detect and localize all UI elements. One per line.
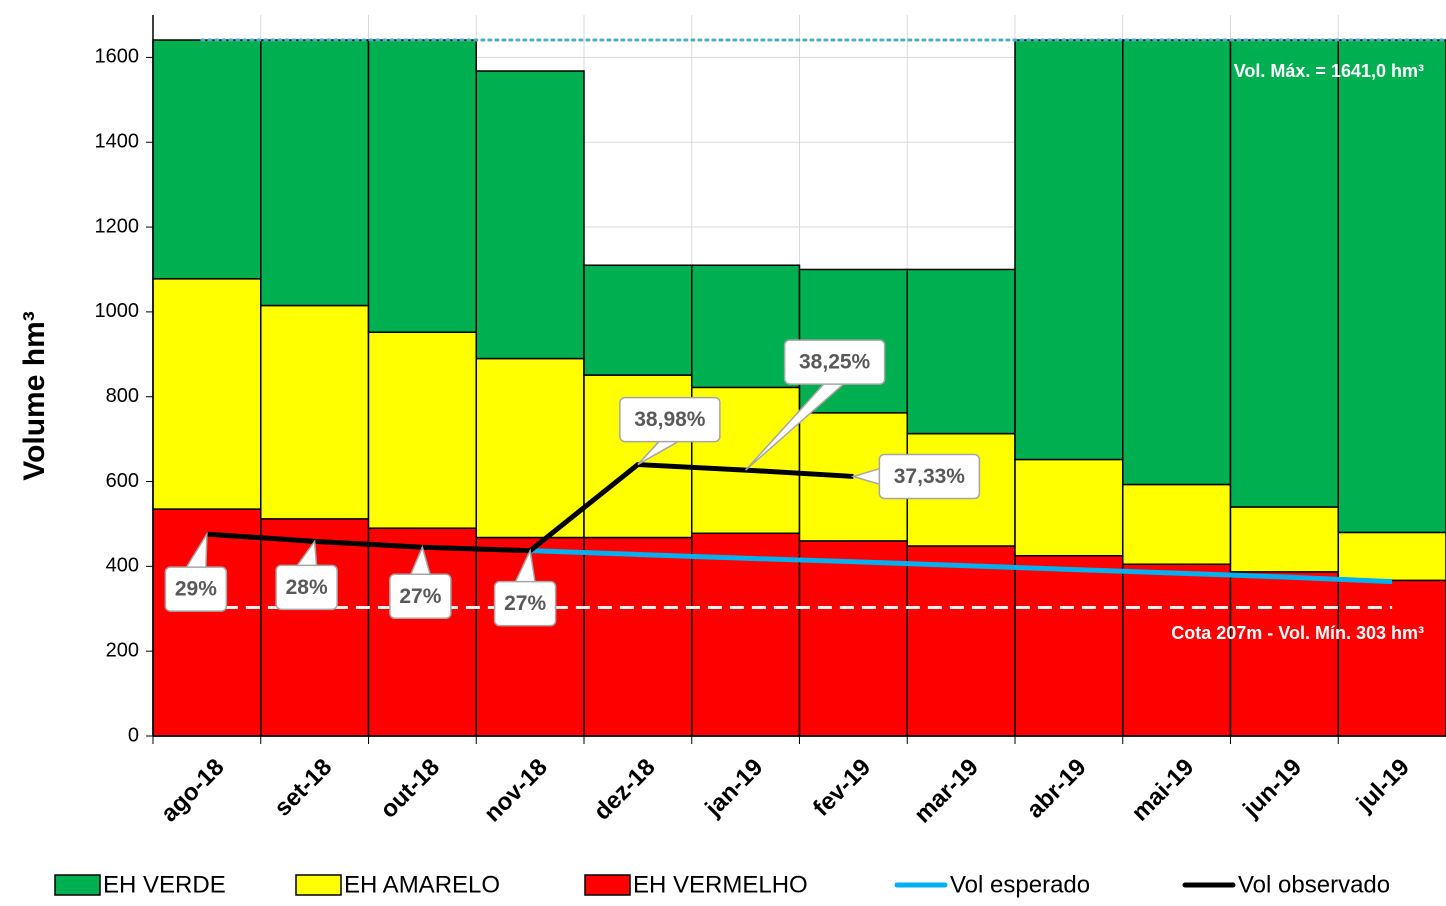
x-tick-label: mai-19 — [1126, 754, 1199, 827]
bar-segment — [1337, 579, 1446, 737]
y-tick-label: 0 — [128, 724, 139, 746]
x-tick-label: abr-19 — [1022, 754, 1092, 824]
callout-label: 27% — [504, 592, 546, 615]
callout-box — [878, 453, 981, 500]
bar-segment — [1014, 458, 1124, 557]
legend-label: EH VERMELHO — [633, 871, 808, 898]
callout-box — [493, 580, 557, 627]
y-tick-label: 600 — [106, 470, 139, 492]
bar-segment — [1122, 39, 1232, 486]
x-tick-label: jan-19 — [699, 754, 768, 823]
x-tick-label: set-18 — [269, 754, 337, 822]
bar-segment — [906, 545, 1016, 737]
callout-label: 37,33% — [894, 465, 966, 488]
callout: 38,98% — [619, 396, 721, 466]
bar-segment — [367, 39, 477, 333]
y-tick-label: 1600 — [95, 46, 140, 68]
callout-box — [619, 396, 721, 443]
y-tick-label: 200 — [106, 639, 139, 661]
x-tick-label: out-18 — [375, 754, 445, 824]
legend-swatch — [584, 874, 631, 896]
callout-label: 29% — [175, 578, 217, 601]
legend-label: Vol esperado — [950, 871, 1090, 898]
bar-segment — [1122, 563, 1232, 737]
bar-segment — [798, 540, 908, 737]
y-tick-label: 1000 — [95, 300, 140, 322]
x-tick-label: nov-18 — [479, 754, 553, 828]
callout-box — [389, 573, 452, 620]
y-tick-label: 1400 — [95, 131, 140, 153]
legend-label: Vol observado — [1238, 871, 1390, 898]
legend-label: EH AMARELO — [344, 871, 500, 898]
legend-swatch — [54, 874, 101, 896]
y-tick-label: 400 — [106, 555, 139, 577]
bar-segment — [260, 39, 370, 307]
callout: 28% — [275, 539, 338, 611]
line-series — [530, 548, 1393, 585]
callout-label: 38,98% — [634, 408, 706, 431]
bar-segment — [260, 304, 370, 520]
y-tick-label: 1200 — [95, 215, 140, 237]
bar-segment — [475, 357, 585, 539]
callout: 38,25% — [745, 339, 886, 471]
callout-box — [164, 566, 228, 612]
x-tick-label: dez-18 — [589, 754, 661, 826]
callout-box — [783, 339, 886, 385]
bar-segment — [367, 331, 477, 529]
callout: 29% — [164, 531, 228, 612]
callout: 27% — [493, 548, 557, 627]
bar-segment — [1014, 39, 1124, 461]
x-tick-label: mar-19 — [909, 754, 984, 829]
callout-box — [275, 564, 338, 611]
bar-segment — [583, 264, 693, 376]
x-tick-label: ago-18 — [156, 754, 230, 828]
bar-segment — [1337, 39, 1446, 534]
bar-segment — [691, 532, 801, 737]
bar-segment — [152, 278, 262, 510]
x-tick-label: fev-19 — [808, 754, 876, 822]
reference-label: Cota 207m - Vol. Mín. 303 hm³ — [1171, 623, 1424, 643]
callout: 37,33% — [850, 453, 981, 500]
bar-segment — [906, 268, 1016, 435]
bar-segment — [583, 536, 693, 737]
legend-swatch — [295, 874, 342, 896]
callout-label: 38,25% — [799, 351, 871, 374]
y-tick-label: 800 — [106, 385, 139, 407]
bar-segment — [475, 70, 585, 360]
bar-segment — [1229, 506, 1339, 573]
x-tick-label: jun-19 — [1237, 754, 1307, 824]
callout-label: 27% — [399, 585, 441, 608]
y-axis-label: Volume hm³ — [18, 311, 51, 480]
bar-segment — [1229, 39, 1339, 508]
bar-segment — [691, 264, 801, 389]
legend-label: EH VERDE — [103, 871, 226, 898]
reference-label: Vol. Máx. = 1641,0 hm³ — [1234, 61, 1424, 81]
callout: 27% — [389, 545, 452, 620]
bar-segment — [1337, 531, 1446, 582]
x-tick-label: jul-19 — [1351, 754, 1415, 818]
bar-segment — [1014, 555, 1124, 737]
callout-label: 28% — [286, 576, 328, 599]
bar-segment — [152, 39, 262, 280]
bar-segment — [1122, 483, 1232, 565]
bar-segment — [1229, 571, 1339, 737]
